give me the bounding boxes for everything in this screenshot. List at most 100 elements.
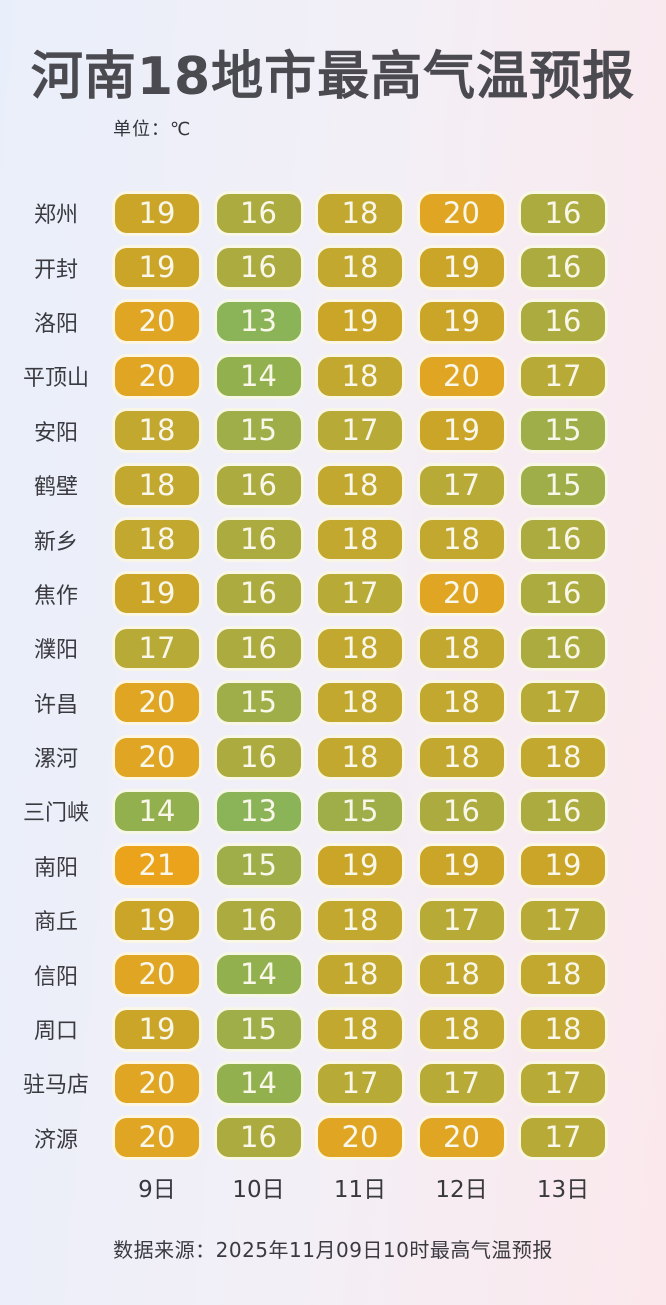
temp-cell: 20 (112, 1115, 202, 1161)
temp-cell: 14 (112, 788, 202, 834)
temp-cell: 18 (315, 245, 405, 291)
temp-cell: 20 (112, 680, 202, 726)
table-row: 焦作 19 16 17 20 16 (0, 567, 666, 621)
city-label: 新乡 (33, 529, 78, 555)
city-label: 周口 (33, 1019, 78, 1045)
table-row: 驻马店 20 14 17 17 17 (0, 1056, 666, 1110)
temp-cell: 14 (213, 1060, 304, 1106)
temp-cell: 20 (112, 353, 202, 399)
temp-cell: 16 (518, 245, 608, 291)
temp-cell: 15 (518, 408, 608, 454)
temp-cell: 19 (518, 843, 608, 889)
temp-cell: 18 (315, 625, 405, 671)
temp-cell: 18 (416, 1006, 507, 1052)
city-label: 郑州 (33, 203, 78, 229)
temp-cell: 13 (213, 788, 304, 834)
city-label: 洛阳 (33, 311, 78, 337)
temp-cell: 19 (416, 299, 507, 345)
temp-cell: 19 (112, 1006, 202, 1052)
temp-cell: 18 (315, 897, 405, 943)
temp-cell: 18 (315, 353, 405, 399)
temp-cell: 19 (416, 408, 507, 454)
temp-cell: 18 (315, 517, 405, 563)
temp-cell: 17 (416, 462, 507, 508)
temp-cell: 17 (416, 897, 507, 943)
temp-cell: 18 (416, 517, 507, 563)
table-row: 平顶山 20 14 18 20 17 (0, 349, 666, 403)
city-label: 漯河 (33, 747, 78, 773)
temp-cell: 20 (112, 1060, 202, 1106)
temp-cell: 17 (518, 897, 608, 943)
temp-cell: 18 (518, 952, 608, 998)
table-row: 信阳 20 14 18 18 18 (0, 947, 666, 1001)
temp-cell: 16 (518, 517, 608, 563)
date-label: 12日 (435, 1177, 488, 1203)
table-row: 漯河 20 16 18 18 18 (0, 730, 666, 784)
temp-cell: 13 (213, 299, 304, 345)
city-label: 许昌 (33, 692, 78, 718)
temp-cell: 17 (112, 625, 202, 671)
temp-cell: 19 (416, 245, 507, 291)
date-axis: 9日 10日 11日 12日 13日 (0, 1165, 666, 1209)
city-label: 驻马店 (22, 1073, 89, 1099)
temp-cell: 18 (315, 680, 405, 726)
temp-cell: 18 (315, 952, 405, 998)
temp-cell: 18 (315, 734, 405, 780)
unit-label: 单位：℃ (113, 119, 192, 140)
date-label: 11日 (333, 1177, 387, 1203)
city-label: 三门峡 (22, 801, 89, 827)
city-label: 南阳 (33, 855, 78, 881)
temp-cell: 17 (416, 1060, 507, 1106)
temp-cell: 20 (416, 190, 507, 236)
temp-cell: 21 (112, 843, 202, 889)
table-row: 洛阳 20 13 19 19 16 (0, 295, 666, 349)
temp-cell: 18 (416, 952, 507, 998)
temp-cell: 15 (315, 788, 405, 834)
city-label: 信阳 (33, 964, 78, 990)
city-label: 平顶山 (22, 366, 89, 392)
temp-cell: 18 (416, 734, 507, 780)
temp-cell: 20 (112, 734, 202, 780)
temp-cell: 19 (112, 571, 202, 617)
temp-cell: 15 (213, 1006, 304, 1052)
city-label: 开封 (33, 257, 78, 283)
temp-cell: 16 (213, 517, 304, 563)
temp-cell: 20 (315, 1115, 405, 1161)
date-label: 9日 (138, 1177, 176, 1203)
temp-cell: 16 (213, 734, 304, 780)
temp-cell: 18 (315, 190, 405, 236)
temp-cell: 16 (518, 299, 608, 345)
table-row: 商丘 19 16 18 17 17 (0, 893, 666, 947)
temp-cell: 18 (518, 1006, 608, 1052)
temp-cell: 18 (416, 680, 507, 726)
city-label: 商丘 (33, 910, 78, 936)
temp-cell: 19 (315, 843, 405, 889)
temp-cell: 20 (112, 299, 202, 345)
table-row: 许昌 20 15 18 18 17 (0, 676, 666, 730)
temp-cell: 16 (213, 245, 304, 291)
temp-cell: 14 (213, 353, 304, 399)
temp-cell: 18 (315, 462, 405, 508)
temp-cell: 15 (213, 843, 304, 889)
table-row: 濮阳 17 16 18 18 16 (0, 621, 666, 675)
temp-cell: 17 (518, 353, 608, 399)
temp-cell: 19 (416, 843, 507, 889)
temp-cell: 19 (112, 190, 202, 236)
temp-cell: 19 (315, 299, 405, 345)
table-row: 周口 19 15 18 18 18 (0, 1002, 666, 1056)
date-label: 10日 (232, 1177, 285, 1203)
temp-cell: 19 (112, 897, 202, 943)
table-row: 新乡 18 16 18 18 16 (0, 512, 666, 566)
temp-cell: 17 (315, 408, 405, 454)
temp-cell: 16 (518, 190, 608, 236)
temp-cell: 17 (518, 1060, 608, 1106)
temp-cell: 14 (213, 952, 304, 998)
temp-cell: 18 (112, 462, 202, 508)
temp-cell: 16 (518, 788, 608, 834)
temp-cell: 18 (112, 517, 202, 563)
table-row: 开封 19 16 18 19 16 (0, 240, 666, 294)
city-label: 济源 (33, 1127, 78, 1153)
temp-cell: 16 (213, 1115, 304, 1161)
temp-cell: 15 (213, 680, 304, 726)
